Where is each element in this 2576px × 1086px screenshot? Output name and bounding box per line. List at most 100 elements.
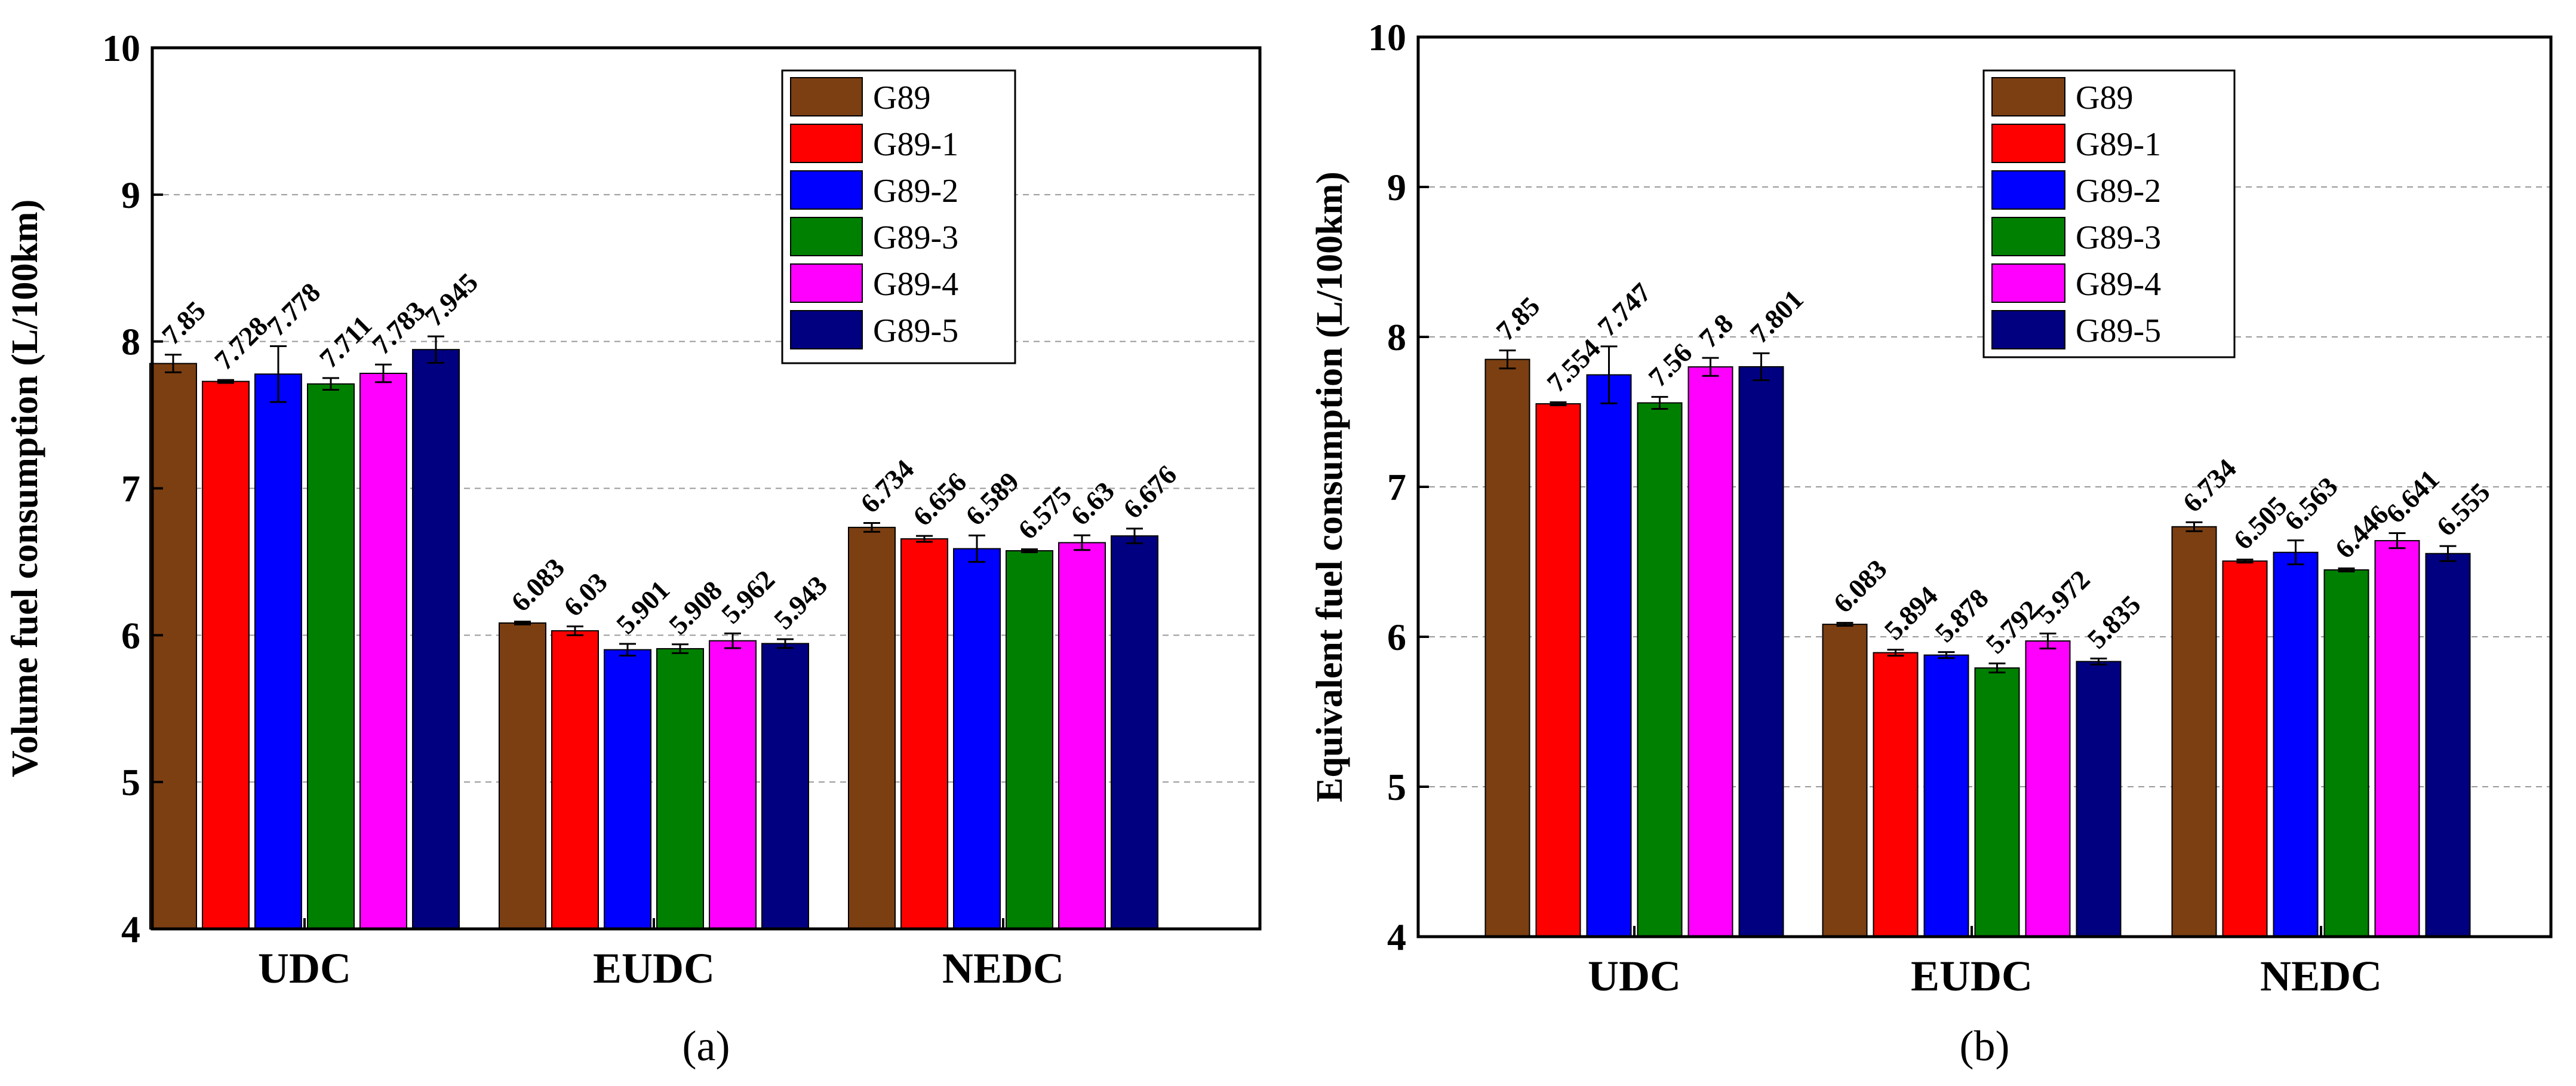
legend-swatch xyxy=(790,124,863,163)
panel-label: (b) xyxy=(1960,1022,2010,1070)
bar-udc-g89-1 xyxy=(202,381,250,929)
y-tick-label: 5 xyxy=(1387,766,1406,808)
error-bar xyxy=(619,643,636,657)
legend-swatch xyxy=(790,310,863,349)
error-bar xyxy=(672,643,688,654)
bar-nedc-g89-2 xyxy=(953,548,1001,929)
bars: 7.857.7287.7787.7117.7837.9456.0836.035.… xyxy=(149,267,1182,930)
error-bar xyxy=(2090,657,2107,665)
y-tick-label: 4 xyxy=(121,908,140,950)
data-label: 7.801 xyxy=(1744,284,1809,349)
error-bar xyxy=(2389,532,2406,550)
data-label: 7.747 xyxy=(1592,277,1657,342)
error-bar xyxy=(1753,352,1770,382)
legend-label: G89-3 xyxy=(2076,219,2161,256)
bar-nedc-g89 xyxy=(2171,526,2217,937)
bar-eudc-g89 xyxy=(499,622,546,930)
y-tick-label: 9 xyxy=(1387,166,1406,208)
legend-swatch xyxy=(790,263,863,303)
data-label: 6.676 xyxy=(1117,459,1182,524)
y-tick-label: 7 xyxy=(1387,466,1406,508)
bar-nedc-g89-4 xyxy=(2374,540,2420,937)
error-bar xyxy=(2236,559,2254,564)
data-label: 5.943 xyxy=(768,570,833,635)
legend-swatch xyxy=(1991,310,2065,349)
legend-swatch xyxy=(1991,170,2065,210)
x-axis: UDC EUDC NEDC xyxy=(1588,926,2382,1000)
error-bar xyxy=(1651,395,1668,410)
error-bar xyxy=(2338,567,2355,573)
y-tick-label: 10 xyxy=(1368,16,1406,59)
legend-swatch xyxy=(790,170,863,210)
bar-udc-g89-3 xyxy=(307,383,355,929)
legend-swatch xyxy=(1991,77,2065,116)
bar-eudc-g89-2 xyxy=(1923,654,1969,937)
x-tick-label: EUDC xyxy=(593,944,715,992)
legend-label: G89-5 xyxy=(873,312,958,349)
error-bar xyxy=(217,379,234,384)
data-label: 7.945 xyxy=(419,267,484,332)
error-bar xyxy=(2439,545,2457,562)
legend-label: G89-2 xyxy=(2076,173,2161,210)
bar-udc-g89-4 xyxy=(359,373,407,929)
legend-label: G89-1 xyxy=(873,126,958,163)
bar-nedc-g89-3 xyxy=(1006,550,1053,929)
error-bar xyxy=(2287,539,2304,566)
bar-eudc-g89-4 xyxy=(2025,640,2071,937)
error-bar xyxy=(969,534,985,563)
legend-label: G89 xyxy=(873,79,930,116)
data-label: 6.083 xyxy=(1828,553,1893,618)
data-label: 7.85 xyxy=(156,295,211,351)
error-bar xyxy=(428,335,444,364)
x-tick-label: EUDC xyxy=(1911,952,2033,1000)
error-bar xyxy=(916,535,933,543)
data-label: 6.734 xyxy=(2177,453,2242,518)
error-bar xyxy=(724,632,741,649)
bar-nedc-g89-2 xyxy=(2273,551,2319,937)
legend-swatch xyxy=(1991,217,2065,256)
y-tick-label: 6 xyxy=(121,614,140,656)
legend-label: G89-1 xyxy=(2076,126,2161,163)
legend-label: G89-5 xyxy=(2076,312,2161,349)
y-tick-label: 8 xyxy=(1387,316,1406,358)
x-tick-label: UDC xyxy=(258,944,351,992)
error-bar xyxy=(322,377,339,391)
legend-swatch xyxy=(790,77,863,116)
chart-panel-a: 7.85 7.728 7.778 7.711 7.783 7.945 6.083 6.03 5.… xyxy=(5,27,1262,1070)
bar-eudc-g89-3 xyxy=(656,648,704,929)
y-axis: 4 5 6 7 8 9 10 xyxy=(1368,16,1429,958)
bar-udc-g89-2 xyxy=(1586,374,1632,937)
bar-nedc-g89 xyxy=(848,526,896,929)
error-bar xyxy=(1074,534,1090,551)
y-tick-label: 7 xyxy=(121,468,140,510)
bar-udc-g89-4 xyxy=(1687,366,1733,937)
x-tick-label: NEDC xyxy=(2260,952,2382,1000)
error-bar xyxy=(567,625,583,636)
bar-udc-g89-1 xyxy=(1535,403,1581,937)
bar-udc-g89-2 xyxy=(254,373,302,929)
bar-nedc-g89-1 xyxy=(2222,560,2268,937)
x-tick-label: UDC xyxy=(1588,952,1681,1000)
legend: G89 G89-1 G89-2 G89-3 G89-4 G89-5 xyxy=(781,69,1016,364)
bar-udc-g89-5 xyxy=(1738,366,1784,937)
error-bar xyxy=(1550,401,1567,406)
y-axis: 4 5 6 7 8 9 10 xyxy=(102,27,163,950)
error-bar xyxy=(514,620,531,625)
data-label: 6.63 xyxy=(1065,475,1120,531)
y-tick-label: 4 xyxy=(1387,916,1406,958)
error-bar xyxy=(1126,527,1143,544)
data-label: 5.835 xyxy=(2082,589,2147,654)
y-tick-label: 5 xyxy=(121,761,140,803)
error-bar xyxy=(1988,662,2006,674)
legend-swatch xyxy=(790,217,863,256)
x-tick-label: NEDC xyxy=(942,944,1064,992)
legend-swatch xyxy=(1991,263,2065,303)
bar-udc-g89-3 xyxy=(1637,402,1683,937)
legend-swatch xyxy=(1991,124,2065,163)
bar-udc-g89 xyxy=(149,363,197,929)
y-axis-title: Equivalent fuel consumption (L/100km) xyxy=(1309,171,1350,802)
bar-eudc-g89-1 xyxy=(551,630,599,930)
